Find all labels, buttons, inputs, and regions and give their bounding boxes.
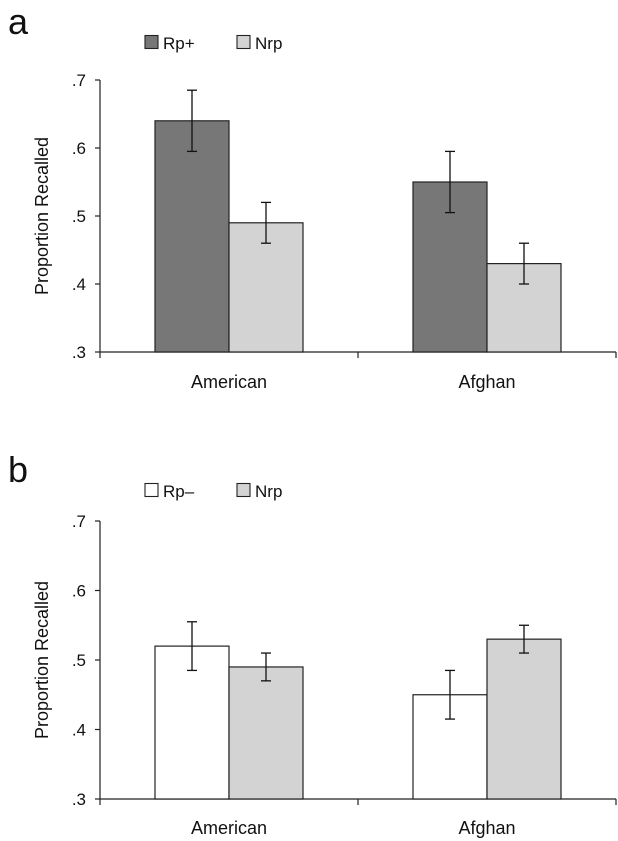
category-label-american: American	[191, 372, 267, 392]
legend-label-nrp: Nrp	[255, 34, 282, 53]
y-tick-label: .7	[72, 512, 86, 531]
legend-swatch-rpplus	[144, 34, 159, 50]
panel-label: a	[8, 1, 29, 42]
y-axis-title: Proportion Recalled	[32, 137, 52, 295]
bar-american-nrp	[228, 222, 304, 353]
error-bar-afghan-rpminus	[445, 669, 455, 720]
y-tick-label: .3	[72, 343, 86, 362]
bar-american-nrp	[228, 666, 304, 800]
legend-swatch-rpminus	[144, 482, 159, 498]
y-tick-label: .5	[72, 651, 86, 670]
category-label-afghan: Afghan	[458, 372, 515, 392]
error-bar-american-rpminus	[187, 621, 197, 672]
y-axis-title: Proportion Recalled	[32, 581, 52, 739]
legend-label-nrp: Nrp	[255, 482, 282, 501]
panel-label: b	[8, 449, 28, 490]
bar-afghan-nrp	[486, 638, 562, 800]
error-bar-afghan-nrp	[519, 242, 529, 285]
error-bar-afghan-nrp	[519, 624, 529, 654]
y-tick-label: .5	[72, 207, 86, 226]
legend-label-rpminus: Rp–	[163, 482, 195, 501]
legend-swatch-nrp	[236, 34, 251, 50]
y-tick-label: .6	[72, 139, 86, 158]
bar-american-rpplus	[154, 120, 230, 353]
legend-swatch-nrp	[236, 482, 251, 498]
y-tick-label: .4	[72, 275, 86, 294]
error-bar-american-nrp	[261, 652, 271, 682]
y-tick-label: .7	[72, 71, 86, 90]
y-tick-label: .3	[72, 790, 86, 809]
error-bar-american-nrp	[261, 201, 271, 244]
category-label-afghan: Afghan	[458, 818, 515, 838]
error-bar-afghan-rpplus	[445, 150, 455, 214]
panel-b: b Rp– Nrp .7 .6 .5 .4 .3 Proportion Recalled Amer…	[8, 449, 617, 838]
legend-label-rpplus: Rp+	[163, 34, 195, 53]
category-label-american: American	[191, 818, 267, 838]
panel-a: a Rp+ Nrp .7 .6 .5 .4 .3 Proportion Recalled Amer…	[8, 1, 617, 392]
error-bar-american-rpplus	[187, 89, 197, 153]
y-tick-label: .6	[72, 582, 86, 601]
y-tick-label: .4	[72, 721, 86, 740]
bar-american-rpminus	[154, 645, 230, 800]
